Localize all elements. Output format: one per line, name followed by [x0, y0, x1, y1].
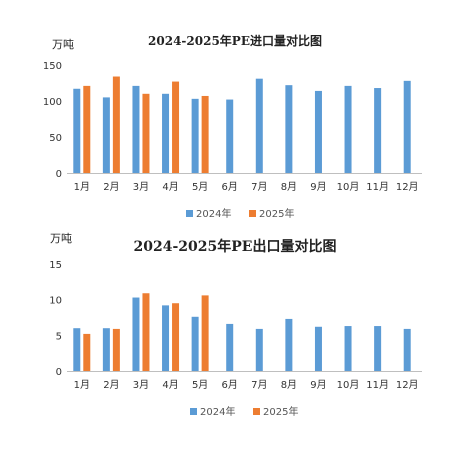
legend-label: 2025年 [259, 207, 294, 220]
bar-2025年-5月 [201, 95, 209, 173]
x-tick-label: 3月 [133, 379, 149, 391]
bar-2024年-7月 [255, 328, 263, 371]
bar-2024年-5月 [191, 98, 199, 173]
bar-2024年-3月 [132, 297, 140, 371]
x-tick-label: 11月 [366, 181, 389, 193]
bar-2024年-3月 [132, 85, 140, 173]
bar-2024年-8月 [285, 318, 293, 371]
bar-2024年-11月 [374, 326, 382, 371]
bar-2025年-5月 [201, 295, 209, 371]
legend-label: 2025年 [263, 405, 298, 418]
x-tick-label: 4月 [162, 379, 178, 391]
import-chart: 2024-2025年PE进口量对比图 万吨 0 50 100 150 1月 2月 3月 4月 5月 6… [43, 33, 422, 220]
bar-2024年-12月 [403, 328, 411, 371]
bar-2025年-2月 [112, 76, 120, 173]
bar-2024年-4月 [162, 305, 170, 371]
x-tick-label: 1月 [74, 379, 90, 391]
x-tick-label: 3月 [133, 181, 149, 193]
bar-2024年-12月 [403, 80, 411, 173]
y-tick-label: 0 [56, 169, 62, 180]
y-tick-label: 0 [56, 367, 62, 378]
chart-title: 2024-2025年PE出口量对比图 [134, 238, 337, 255]
x-tick-label: 10月 [337, 181, 360, 193]
legend-swatch [249, 210, 256, 217]
x-tick-label: 2月 [103, 181, 119, 193]
bar-2024年-9月 [314, 90, 322, 173]
bar-2024年-10月 [344, 326, 352, 371]
x-tick-label: 5月 [192, 181, 208, 193]
y-tick-label: 150 [43, 61, 62, 72]
x-tick-label: 6月 [222, 181, 238, 193]
x-tick-label: 8月 [281, 181, 297, 193]
bar-2024年-11月 [374, 88, 382, 173]
bar-2024年-8月 [285, 85, 293, 173]
bar-2024年-5月 [191, 316, 199, 371]
x-tick-label: 7月 [251, 379, 267, 391]
y-tick-label: 100 [43, 97, 62, 108]
y-unit-label: 万吨 [50, 232, 72, 245]
bar-2025年-1月 [83, 85, 91, 173]
y-tick-label: 15 [49, 260, 62, 271]
x-tick-label: 9月 [310, 379, 326, 391]
x-tick-label: 6月 [222, 379, 238, 391]
legend-swatch [253, 408, 260, 415]
bar-2025年-2月 [112, 328, 120, 371]
x-tick-label: 2月 [103, 379, 119, 391]
bar-2025年-4月 [172, 81, 180, 173]
export-chart: 2024-2025年PE出口量对比图 万吨 0 5 10 15 1月 2月 3月 4月 5月 6月 7月… [0, 228, 471, 454]
bar-2024年-2月 [102, 328, 110, 371]
bar-2024年-6月 [226, 99, 234, 173]
bar-2024年-7月 [255, 78, 263, 173]
chart-svg: 2024-2025年PE出口量对比图 万吨 0 5 10 15 1月 2月 3月 4月 5月 6月 7月… [49, 232, 422, 418]
legend-label: 2024年 [200, 405, 235, 418]
x-tick-label: 9月 [310, 181, 326, 193]
x-tick-label: 4月 [162, 181, 178, 193]
bar-2024年-1月 [73, 328, 81, 371]
x-tick-label: 1月 [74, 181, 90, 193]
y-tick-label: 5 [56, 331, 62, 342]
bar-2024年-2月 [102, 97, 110, 173]
bar-2024年-9月 [314, 326, 322, 371]
x-tick-label: 11月 [366, 379, 389, 391]
x-tick-label: 12月 [396, 379, 419, 391]
bar-2025年-3月 [142, 93, 150, 173]
bar-2025年-3月 [142, 293, 150, 371]
bar-2024年-6月 [226, 323, 234, 371]
x-tick-label: 12月 [396, 181, 419, 193]
x-tick-label: 10月 [337, 379, 360, 391]
bar-2025年-1月 [83, 333, 91, 371]
bar-2024年-4月 [162, 93, 170, 173]
y-unit-label: 万吨 [52, 38, 74, 51]
x-tick-label: 5月 [192, 379, 208, 391]
legend-swatch [186, 210, 193, 217]
chart-svg: 2024-2025年PE进口量对比图 万吨 0 50 100 150 1月 2月 3月 4月 5月 6… [43, 33, 422, 220]
bar-2025年-4月 [172, 303, 180, 371]
bar-2024年-1月 [73, 88, 81, 173]
y-tick-label: 50 [49, 133, 62, 144]
y-tick-label: 10 [49, 296, 62, 307]
legend-label: 2024年 [196, 207, 231, 220]
chart-title: 2024-2025年PE进口量对比图 [148, 33, 322, 48]
legend-swatch [190, 408, 197, 415]
x-tick-label: 8月 [281, 379, 297, 391]
x-tick-label: 7月 [251, 181, 267, 193]
bar-2024年-10月 [344, 85, 352, 173]
